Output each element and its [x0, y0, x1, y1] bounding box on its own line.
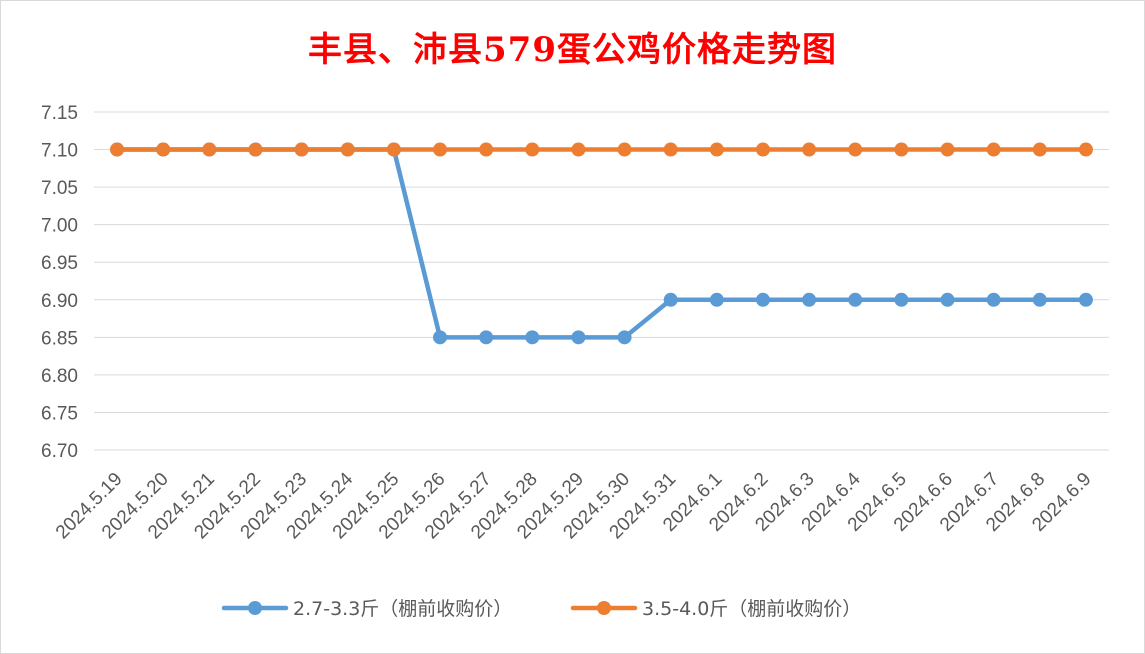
data-point-series-2 — [755, 142, 770, 157]
data-point-series-2 — [940, 142, 955, 157]
data-point-series-2 — [617, 142, 632, 157]
y-tick-label: 6.70 — [41, 441, 78, 462]
data-point-series-2 — [110, 142, 125, 157]
data-point-series-2 — [1078, 142, 1093, 157]
data-point-series-1 — [479, 330, 494, 345]
data-point-series-1 — [755, 292, 770, 307]
data-point-series-1 — [848, 292, 863, 307]
data-point-series-2 — [571, 142, 586, 157]
data-point-series-1 — [571, 330, 586, 345]
data-point-series-2 — [986, 142, 1001, 157]
data-point-series-1 — [525, 330, 540, 345]
legend-label-1: 2.7-3.3斤（棚前收购价） — [293, 598, 512, 620]
legend-marker-1 — [248, 601, 262, 615]
y-tick-label: 7.15 — [41, 103, 78, 124]
data-point-series-1 — [894, 292, 909, 307]
y-tick-label: 6.90 — [41, 291, 78, 312]
data-point-series-2 — [802, 142, 817, 157]
data-point-series-2 — [1032, 142, 1047, 157]
y-tick-label: 7.10 — [41, 141, 78, 162]
legend-label-2: 3.5-4.0斤（棚前收购价） — [642, 598, 861, 620]
data-point-series-2 — [479, 142, 494, 157]
data-point-series-2 — [433, 142, 448, 157]
data-point-series-1 — [940, 292, 955, 307]
data-point-series-1 — [663, 292, 678, 307]
y-tick-label: 6.75 — [41, 403, 78, 424]
data-point-series-1 — [986, 292, 1001, 307]
data-point-series-1 — [1078, 292, 1093, 307]
data-point-series-2 — [709, 142, 724, 157]
chart-title: 丰县、沛县579蛋公鸡价格走势图 — [308, 30, 837, 70]
data-point-series-2 — [156, 142, 171, 157]
data-point-series-2 — [202, 142, 217, 157]
data-point-series-2 — [340, 142, 355, 157]
data-point-series-1 — [709, 292, 724, 307]
y-tick-label: 6.85 — [41, 328, 78, 349]
y-tick-label: 6.95 — [41, 253, 78, 274]
y-tick-label: 7.00 — [41, 216, 78, 237]
data-point-series-2 — [663, 142, 678, 157]
data-point-series-2 — [848, 142, 863, 157]
data-point-series-2 — [894, 142, 909, 157]
data-point-series-2 — [386, 142, 401, 157]
data-point-series-2 — [294, 142, 309, 157]
data-point-series-1 — [802, 292, 817, 307]
y-tick-label: 7.05 — [41, 178, 78, 199]
data-point-series-2 — [248, 142, 263, 157]
y-tick-label: 6.80 — [41, 366, 78, 387]
series-line-1 — [114, 147, 1089, 340]
data-point-series-1 — [617, 330, 632, 345]
data-point-series-2 — [525, 142, 540, 157]
data-point-series-1 — [1032, 292, 1047, 307]
data-point-series-1 — [433, 330, 448, 345]
legend-marker-2 — [597, 601, 611, 615]
